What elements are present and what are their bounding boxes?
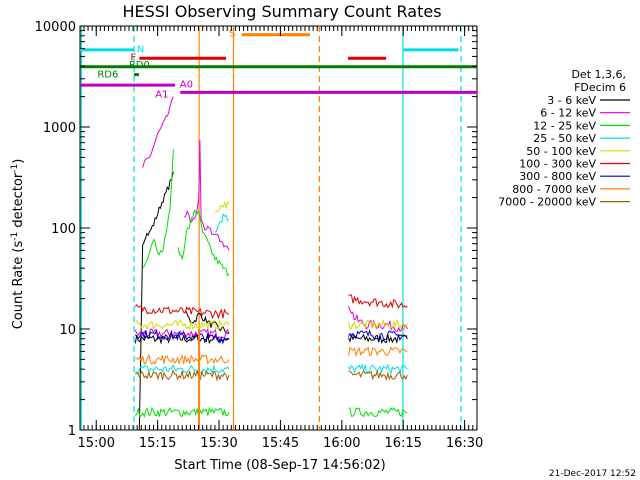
series-trace xyxy=(134,319,230,331)
flag-label-f: F xyxy=(130,52,136,63)
series-trace xyxy=(142,149,174,269)
legend-header-detectors: Det 1,3,6, xyxy=(571,68,626,81)
series-trace xyxy=(185,311,230,335)
series-trace xyxy=(177,209,230,277)
legend-entry-label: 3 - 6 keV xyxy=(547,94,596,107)
flag-label-rd0: RD0 xyxy=(129,60,150,71)
flag-label-a1: A1 xyxy=(155,89,168,100)
x-tick-label: 15:15 xyxy=(139,436,176,451)
x-tick-label: 15:30 xyxy=(200,436,237,451)
flag-label-a0: A0 xyxy=(180,79,193,90)
y-axis-label: Count Rate (s-1 detector-1) xyxy=(10,159,26,330)
series-7000-20000-kev xyxy=(135,369,408,382)
series-trace xyxy=(184,140,230,251)
series-trace xyxy=(138,171,174,431)
y-tick-label: 10000 xyxy=(35,20,76,35)
series-50-100-kev xyxy=(134,200,408,331)
y-tick-label: 100 xyxy=(51,222,76,237)
series-trace xyxy=(134,329,230,345)
x-tick-label: 16:00 xyxy=(323,436,360,451)
legend-header-decim: FDecim 6 xyxy=(574,81,626,94)
series-trace xyxy=(135,363,230,375)
series-6-12-kev xyxy=(134,96,408,340)
series-trace xyxy=(348,345,408,358)
legend-entry-label: 6 - 12 keV xyxy=(540,107,596,120)
series-trace xyxy=(135,369,230,382)
series-trace xyxy=(348,318,408,331)
flag-label-n: N xyxy=(137,44,144,55)
legend-entry-label: 12 - 25 keV xyxy=(533,119,596,132)
x-axis-label: Start Time (08-Sep-17 14:56:02) xyxy=(174,458,385,473)
y-tick-label: 1000 xyxy=(43,121,76,136)
series-trace xyxy=(214,213,230,233)
series-trace xyxy=(348,294,408,309)
x-tick-label: 15:45 xyxy=(262,436,299,451)
series-12-25-kev xyxy=(134,149,408,419)
y-tick-label: 10 xyxy=(59,323,76,338)
series-trace xyxy=(348,305,408,332)
series-trace xyxy=(135,353,230,365)
footer-timestamp: 21-Dec-2017 12:52 xyxy=(549,469,636,479)
legend-entry-label: 800 - 7000 keV xyxy=(512,183,596,196)
y-tick-label: 1 xyxy=(68,424,76,439)
series-trace xyxy=(134,406,230,419)
series-300-800-kev xyxy=(134,329,408,345)
legend-entry-label: 50 - 100 keV xyxy=(526,145,596,158)
series-25-50-kev xyxy=(135,213,408,375)
legend-entry-label: 7000 - 20000 keV xyxy=(498,196,596,209)
series-3-6-kev xyxy=(134,171,408,431)
series-trace xyxy=(134,304,230,320)
flag-label-s: S xyxy=(229,29,235,40)
x-tick-label: 16:30 xyxy=(446,436,483,451)
legend-entry-label: 25 - 50 keV xyxy=(533,132,596,145)
legend-entry-label: 300 - 800 keV xyxy=(519,170,596,183)
flag-label-rd6: RD6 xyxy=(97,69,118,80)
series-trace xyxy=(348,329,408,341)
x-tick-label: 16:15 xyxy=(384,436,421,451)
series-trace xyxy=(348,363,408,375)
series-trace xyxy=(142,96,174,168)
series-800-7000-kev xyxy=(135,345,408,365)
chart-title: HESSI Observing Summary Count Rates xyxy=(122,2,441,21)
series-trace xyxy=(348,407,408,418)
series-trace xyxy=(134,328,230,340)
x-tick-label: 15:00 xyxy=(78,436,115,451)
series-trace xyxy=(348,370,408,381)
legend-entry-label: 100 - 300 keV xyxy=(519,158,596,171)
series-100-300-kev xyxy=(134,294,408,320)
series-trace xyxy=(214,200,230,213)
